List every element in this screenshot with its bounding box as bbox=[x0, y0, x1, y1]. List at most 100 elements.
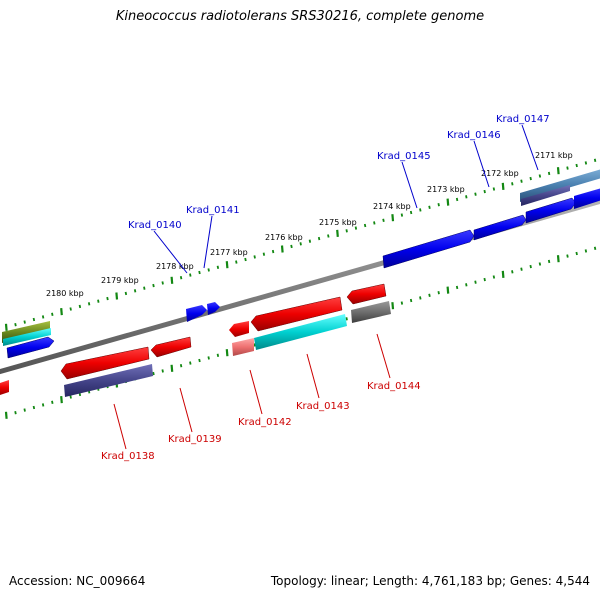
tick-mark bbox=[593, 246, 597, 250]
leader-line bbox=[153, 230, 188, 274]
tick-mark bbox=[115, 292, 119, 300]
tick-mark bbox=[32, 405, 36, 410]
gene-arrow[interactable] bbox=[232, 338, 254, 356]
tick-mark bbox=[87, 302, 91, 306]
tick-mark bbox=[455, 285, 459, 290]
gene-arrow[interactable] bbox=[250, 296, 343, 332]
tick-mark bbox=[419, 296, 422, 300]
tick-mark bbox=[409, 298, 413, 303]
tick-mark bbox=[308, 239, 312, 243]
genome-summary-text: Topology: linear; Length: 4,761,183 bp; … bbox=[270, 574, 590, 588]
tick-mark bbox=[60, 396, 63, 404]
gene-arrow[interactable] bbox=[521, 185, 570, 206]
gene-arrow[interactable] bbox=[6, 336, 55, 359]
tick-mark bbox=[584, 161, 588, 165]
gene-label: Krad_0139 bbox=[168, 434, 222, 445]
gene-arrow[interactable] bbox=[64, 364, 153, 397]
gene-label: Krad_0142 bbox=[238, 417, 292, 428]
gene-arrow[interactable] bbox=[346, 283, 387, 305]
leader-line bbox=[401, 161, 418, 209]
kbp-label: 2177 kbp bbox=[210, 248, 248, 257]
tick-mark bbox=[253, 255, 256, 259]
tick-mark bbox=[520, 179, 523, 183]
gene-arrow[interactable] bbox=[150, 336, 192, 358]
tick-mark bbox=[483, 277, 486, 282]
tick-mark bbox=[382, 218, 385, 222]
tick-mark bbox=[51, 312, 54, 316]
tick-mark bbox=[179, 364, 183, 368]
tick-mark bbox=[299, 242, 302, 246]
tick-mark bbox=[179, 276, 183, 280]
kbp-label: 2179 kbp bbox=[101, 276, 139, 285]
tick-mark bbox=[345, 229, 348, 233]
map-title: Kineococcus radiotolerans SRS30216, comp… bbox=[115, 9, 485, 24]
tick-mark bbox=[207, 356, 210, 360]
tick-mark bbox=[437, 291, 440, 295]
gene-arrow[interactable] bbox=[574, 187, 600, 209]
kbp-label: 2174 kbp bbox=[373, 202, 411, 211]
tick-mark bbox=[327, 234, 330, 238]
gene-label: Krad_0141 bbox=[186, 205, 240, 216]
gene-arrow[interactable] bbox=[525, 197, 577, 224]
gene-arrow[interactable] bbox=[207, 302, 220, 315]
tick-mark bbox=[133, 289, 137, 293]
tick-mark bbox=[216, 265, 220, 269]
tick-mark bbox=[317, 236, 321, 241]
tick-mark bbox=[170, 364, 174, 372]
tick-mark bbox=[391, 302, 395, 310]
tick-mark bbox=[106, 296, 109, 301]
tick-mark bbox=[225, 349, 229, 357]
tick-mark bbox=[290, 244, 293, 249]
tick-mark bbox=[492, 187, 496, 191]
gene-label: Krad_0144 bbox=[367, 381, 421, 392]
gene-label: Krad_0147 bbox=[496, 114, 550, 125]
gene-arrow[interactable] bbox=[254, 314, 347, 350]
tick-mark bbox=[465, 283, 468, 287]
tick-mark bbox=[566, 254, 569, 258]
tick-mark bbox=[566, 166, 569, 170]
tick-mark bbox=[23, 408, 26, 412]
gene-arrow[interactable] bbox=[60, 346, 150, 380]
gene-label: Krad_0145 bbox=[377, 151, 431, 162]
tick-mark bbox=[69, 307, 72, 311]
tick-mark bbox=[547, 171, 551, 176]
gene-arrow[interactable] bbox=[351, 301, 391, 323]
leader-line bbox=[203, 215, 213, 269]
tick-mark bbox=[373, 221, 376, 225]
kbp-label: 2172 kbp bbox=[481, 169, 519, 178]
tick-mark bbox=[51, 400, 54, 404]
accession-text: Accession: NC_009664 bbox=[9, 574, 146, 588]
gene-label: Krad_0140 bbox=[128, 220, 182, 231]
tick-mark bbox=[363, 223, 367, 228]
tick-mark bbox=[593, 158, 597, 162]
tick-mark bbox=[207, 268, 210, 272]
leader-line bbox=[113, 403, 127, 450]
tick-mark bbox=[584, 249, 588, 253]
tick-mark bbox=[455, 197, 459, 202]
tick-mark bbox=[170, 276, 174, 284]
gene-arrow[interactable] bbox=[0, 380, 9, 395]
gene-arrow[interactable] bbox=[229, 321, 249, 337]
tick-mark bbox=[189, 273, 192, 277]
tick-mark bbox=[501, 182, 505, 190]
tick-mark bbox=[41, 403, 45, 407]
gene-arrow[interactable] bbox=[186, 305, 207, 322]
leader-line bbox=[376, 333, 391, 379]
tick-mark bbox=[97, 299, 100, 303]
kbp-label: 2176 kbp bbox=[265, 233, 303, 242]
tick-mark bbox=[419, 208, 422, 212]
tick-mark bbox=[391, 214, 395, 222]
gene-arrow[interactable] bbox=[3, 328, 51, 346]
gene-arrow[interactable] bbox=[473, 214, 527, 241]
tick-mark bbox=[474, 192, 477, 196]
tick-mark bbox=[465, 195, 468, 199]
tick-mark bbox=[198, 270, 201, 275]
leader-line bbox=[179, 387, 193, 433]
tick-mark bbox=[529, 264, 532, 269]
tick-mark bbox=[400, 301, 404, 305]
tick-mark bbox=[143, 286, 146, 290]
tick-mark bbox=[529, 176, 532, 181]
gene-arrow[interactable] bbox=[382, 229, 475, 269]
tick-mark bbox=[538, 262, 542, 266]
tick-mark bbox=[198, 358, 201, 363]
